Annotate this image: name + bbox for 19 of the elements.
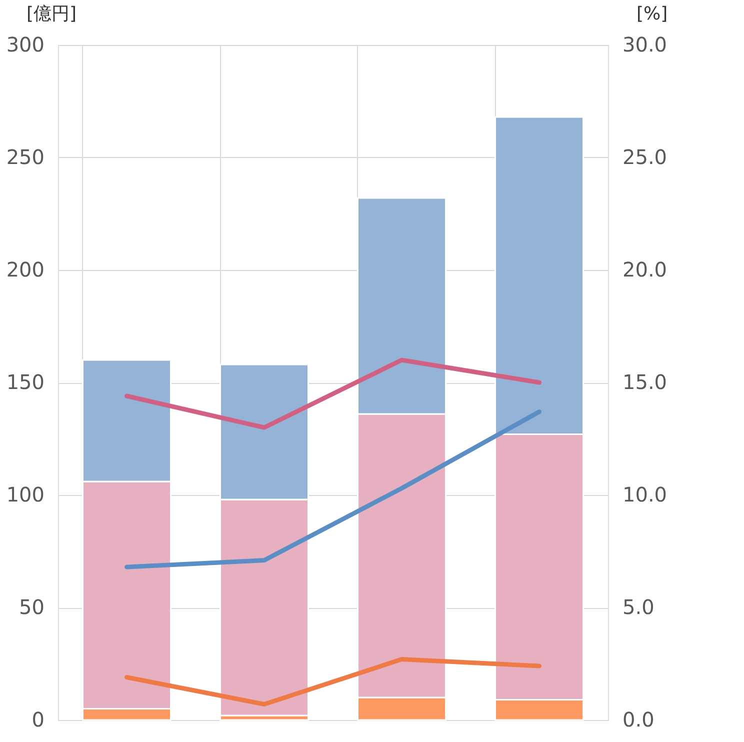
y-tick-label: 250 <box>6 145 44 169</box>
y2-tick-label: 20.0 <box>622 258 668 282</box>
y-tick-label: 150 <box>6 370 44 394</box>
y2-tick-label: 5.0 <box>622 595 654 619</box>
y-tick-label: 0 <box>32 708 44 732</box>
y2-tick-label: 10.0 <box>622 482 668 506</box>
line-series <box>124 657 542 706</box>
line-series <box>124 410 542 570</box>
y-tick-label: 100 <box>6 482 44 506</box>
y-tick-label: 300 <box>6 32 44 56</box>
y2-tick-label: 25.0 <box>622 145 668 169</box>
line-series <box>124 358 542 430</box>
y2-axis-title: [%] <box>636 4 668 24</box>
y2-tick-label: 0.0 <box>622 708 654 732</box>
y-tick-label: 200 <box>6 258 44 282</box>
y2-tick-label: 30.0 <box>622 32 668 56</box>
y-axis-title: [億円] <box>26 4 76 24</box>
y-tick-label: 50 <box>19 595 44 619</box>
y2-tick-label: 15.0 <box>622 370 668 394</box>
